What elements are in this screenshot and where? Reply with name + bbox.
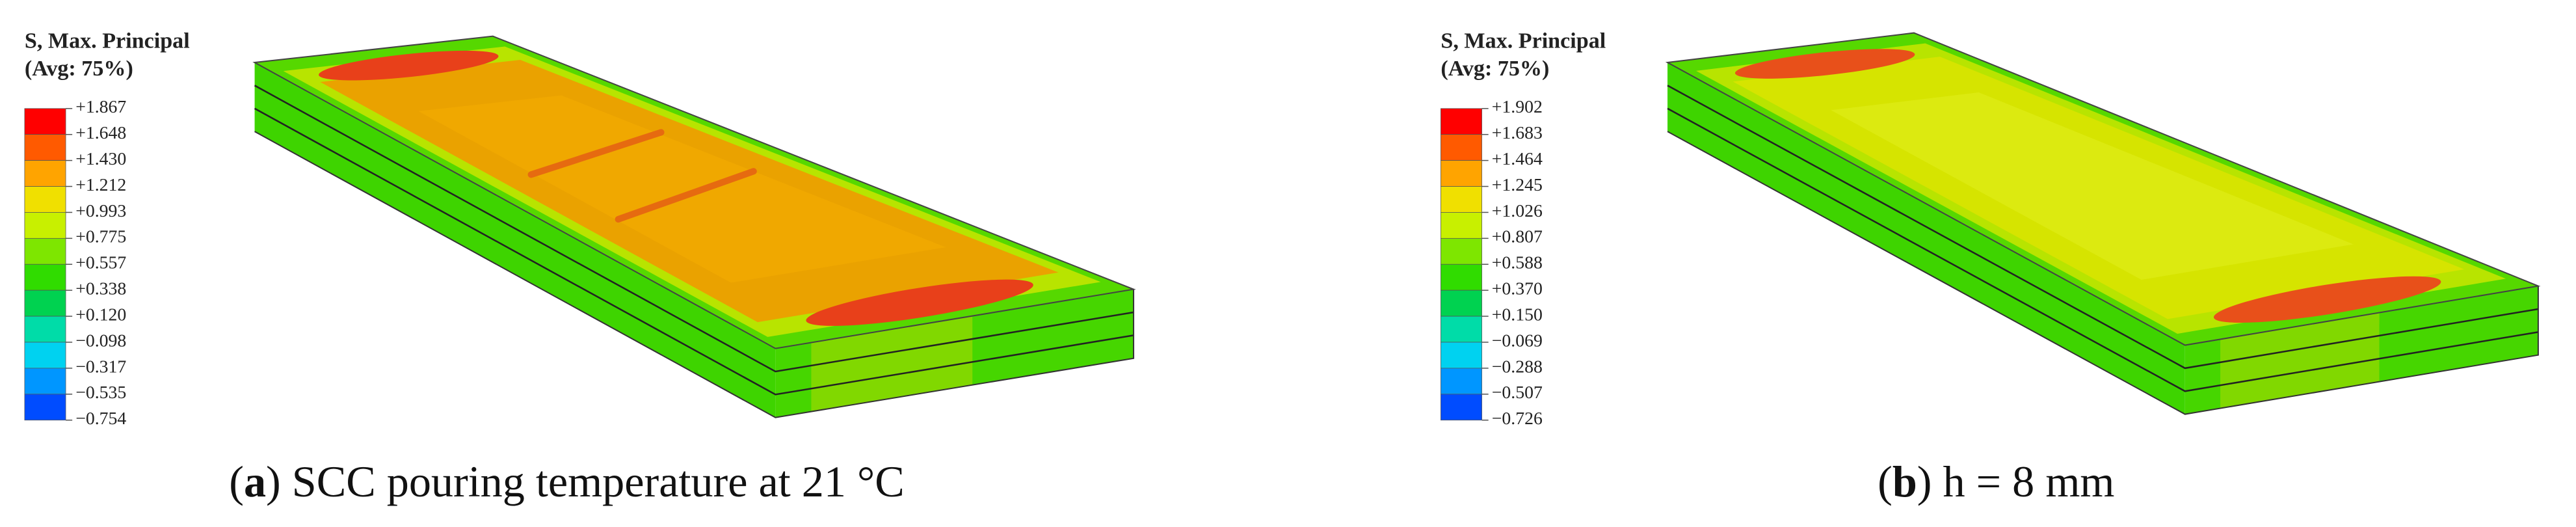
legend-swatch <box>1441 368 1482 395</box>
plate-top-inner <box>418 95 946 283</box>
legend-title: (Avg: 75%) <box>1441 57 1549 81</box>
hot-zone <box>806 279 1033 326</box>
legend-swatch <box>1441 342 1482 369</box>
legend-value: +0.120 <box>75 304 126 325</box>
layer-line <box>1667 107 2539 392</box>
legend-value: +1.212 <box>75 175 126 195</box>
legend-value: +0.588 <box>1492 253 1543 273</box>
legend-value: −0.507 <box>1492 383 1543 403</box>
legend-swatch <box>24 186 66 213</box>
legend-swatch <box>1441 212 1482 239</box>
layer-line <box>254 85 1134 373</box>
hot-zone <box>319 50 499 81</box>
legend-value: +1.867 <box>75 97 126 117</box>
legend-value: +1.026 <box>1492 201 1543 221</box>
caption-part: ) h = 8 mm <box>1917 457 2115 506</box>
legend-value: +0.370 <box>1492 279 1543 299</box>
legend-swatch <box>1441 290 1482 317</box>
legend-swatch <box>24 160 66 187</box>
legend-swatch <box>1441 160 1482 187</box>
legend-swatch <box>24 237 66 265</box>
plate-front-warm <box>2220 312 2380 409</box>
hot-streak <box>527 129 665 178</box>
legend-value: −0.098 <box>75 331 126 351</box>
legend-value: −0.535 <box>75 383 126 403</box>
legend-value: −0.726 <box>1492 409 1543 429</box>
legend-value: +0.557 <box>75 253 126 273</box>
legend-swatch <box>24 394 66 421</box>
legend-swatch <box>24 342 66 369</box>
layer-line <box>1667 85 2539 370</box>
legend-value: +1.683 <box>1492 123 1543 143</box>
legend-swatch <box>24 290 66 317</box>
legend-swatch <box>1441 186 1482 213</box>
legend-swatch <box>1441 134 1482 161</box>
legend-swatch <box>24 264 66 291</box>
caption-part: ) SCC pouring temperature at 21 °C <box>266 457 905 506</box>
panel: S, Max. Principal (Avg: 75%) +1.902 +1.683 +… <box>1441 29 2541 506</box>
legend-value: −0.288 <box>1492 357 1543 377</box>
layer-line <box>254 107 1134 396</box>
hot-streak <box>615 168 757 223</box>
legend-value: −0.754 <box>75 409 126 429</box>
caption-part: ( <box>229 457 244 506</box>
legend-value: +0.150 <box>1492 304 1543 325</box>
legend-swatch <box>1441 394 1482 421</box>
legend-value: −0.317 <box>75 357 126 377</box>
caption-part: a <box>244 457 266 506</box>
legend-swatch <box>24 368 66 395</box>
legend-title: (Avg: 75%) <box>25 57 133 81</box>
legend-swatch <box>24 108 66 135</box>
plate-front-warm <box>811 316 973 412</box>
legend-value: +0.338 <box>75 279 126 299</box>
legend-swatch <box>24 212 66 239</box>
plate-edge <box>254 131 1135 418</box>
hot-zone <box>2213 276 2441 323</box>
legend-swatch <box>1441 108 1482 135</box>
legend-value: +0.775 <box>75 227 126 247</box>
legend-value: +1.430 <box>75 149 126 169</box>
legend-value: +0.993 <box>75 201 126 221</box>
caption: (b) h = 8 mm <box>1878 457 2114 506</box>
legend-swatch <box>1441 316 1482 343</box>
caption-part: b <box>1892 457 1917 506</box>
legend-value: −0.069 <box>1492 331 1543 351</box>
legend-value: +1.902 <box>1492 97 1543 117</box>
panel: S, Max. Principal (Avg: 75%) +1.867 +1.648 +… <box>24 29 1136 506</box>
legend-swatch <box>1441 264 1482 291</box>
legend-value: +1.464 <box>1492 149 1543 169</box>
plate-side <box>254 62 776 418</box>
caption: (a) SCC pouring temperature at 21 °C <box>229 457 905 506</box>
legend-swatch <box>24 134 66 161</box>
legend-title: S, Max. Principal <box>25 29 190 53</box>
plate-side <box>1667 62 2185 414</box>
plate-edge <box>1667 131 2539 415</box>
legend-value: +1.648 <box>75 123 126 143</box>
legend-swatch <box>24 316 66 343</box>
legend-title: S, Max. Principal <box>1441 29 1606 53</box>
legend-value: +0.807 <box>1492 227 1543 247</box>
plate-top-inner <box>1831 92 2354 280</box>
caption-part: ( <box>1878 457 1892 506</box>
hot-zone <box>1734 49 1915 79</box>
legend-value: +1.245 <box>1492 175 1543 195</box>
legend-swatch <box>1441 237 1482 265</box>
